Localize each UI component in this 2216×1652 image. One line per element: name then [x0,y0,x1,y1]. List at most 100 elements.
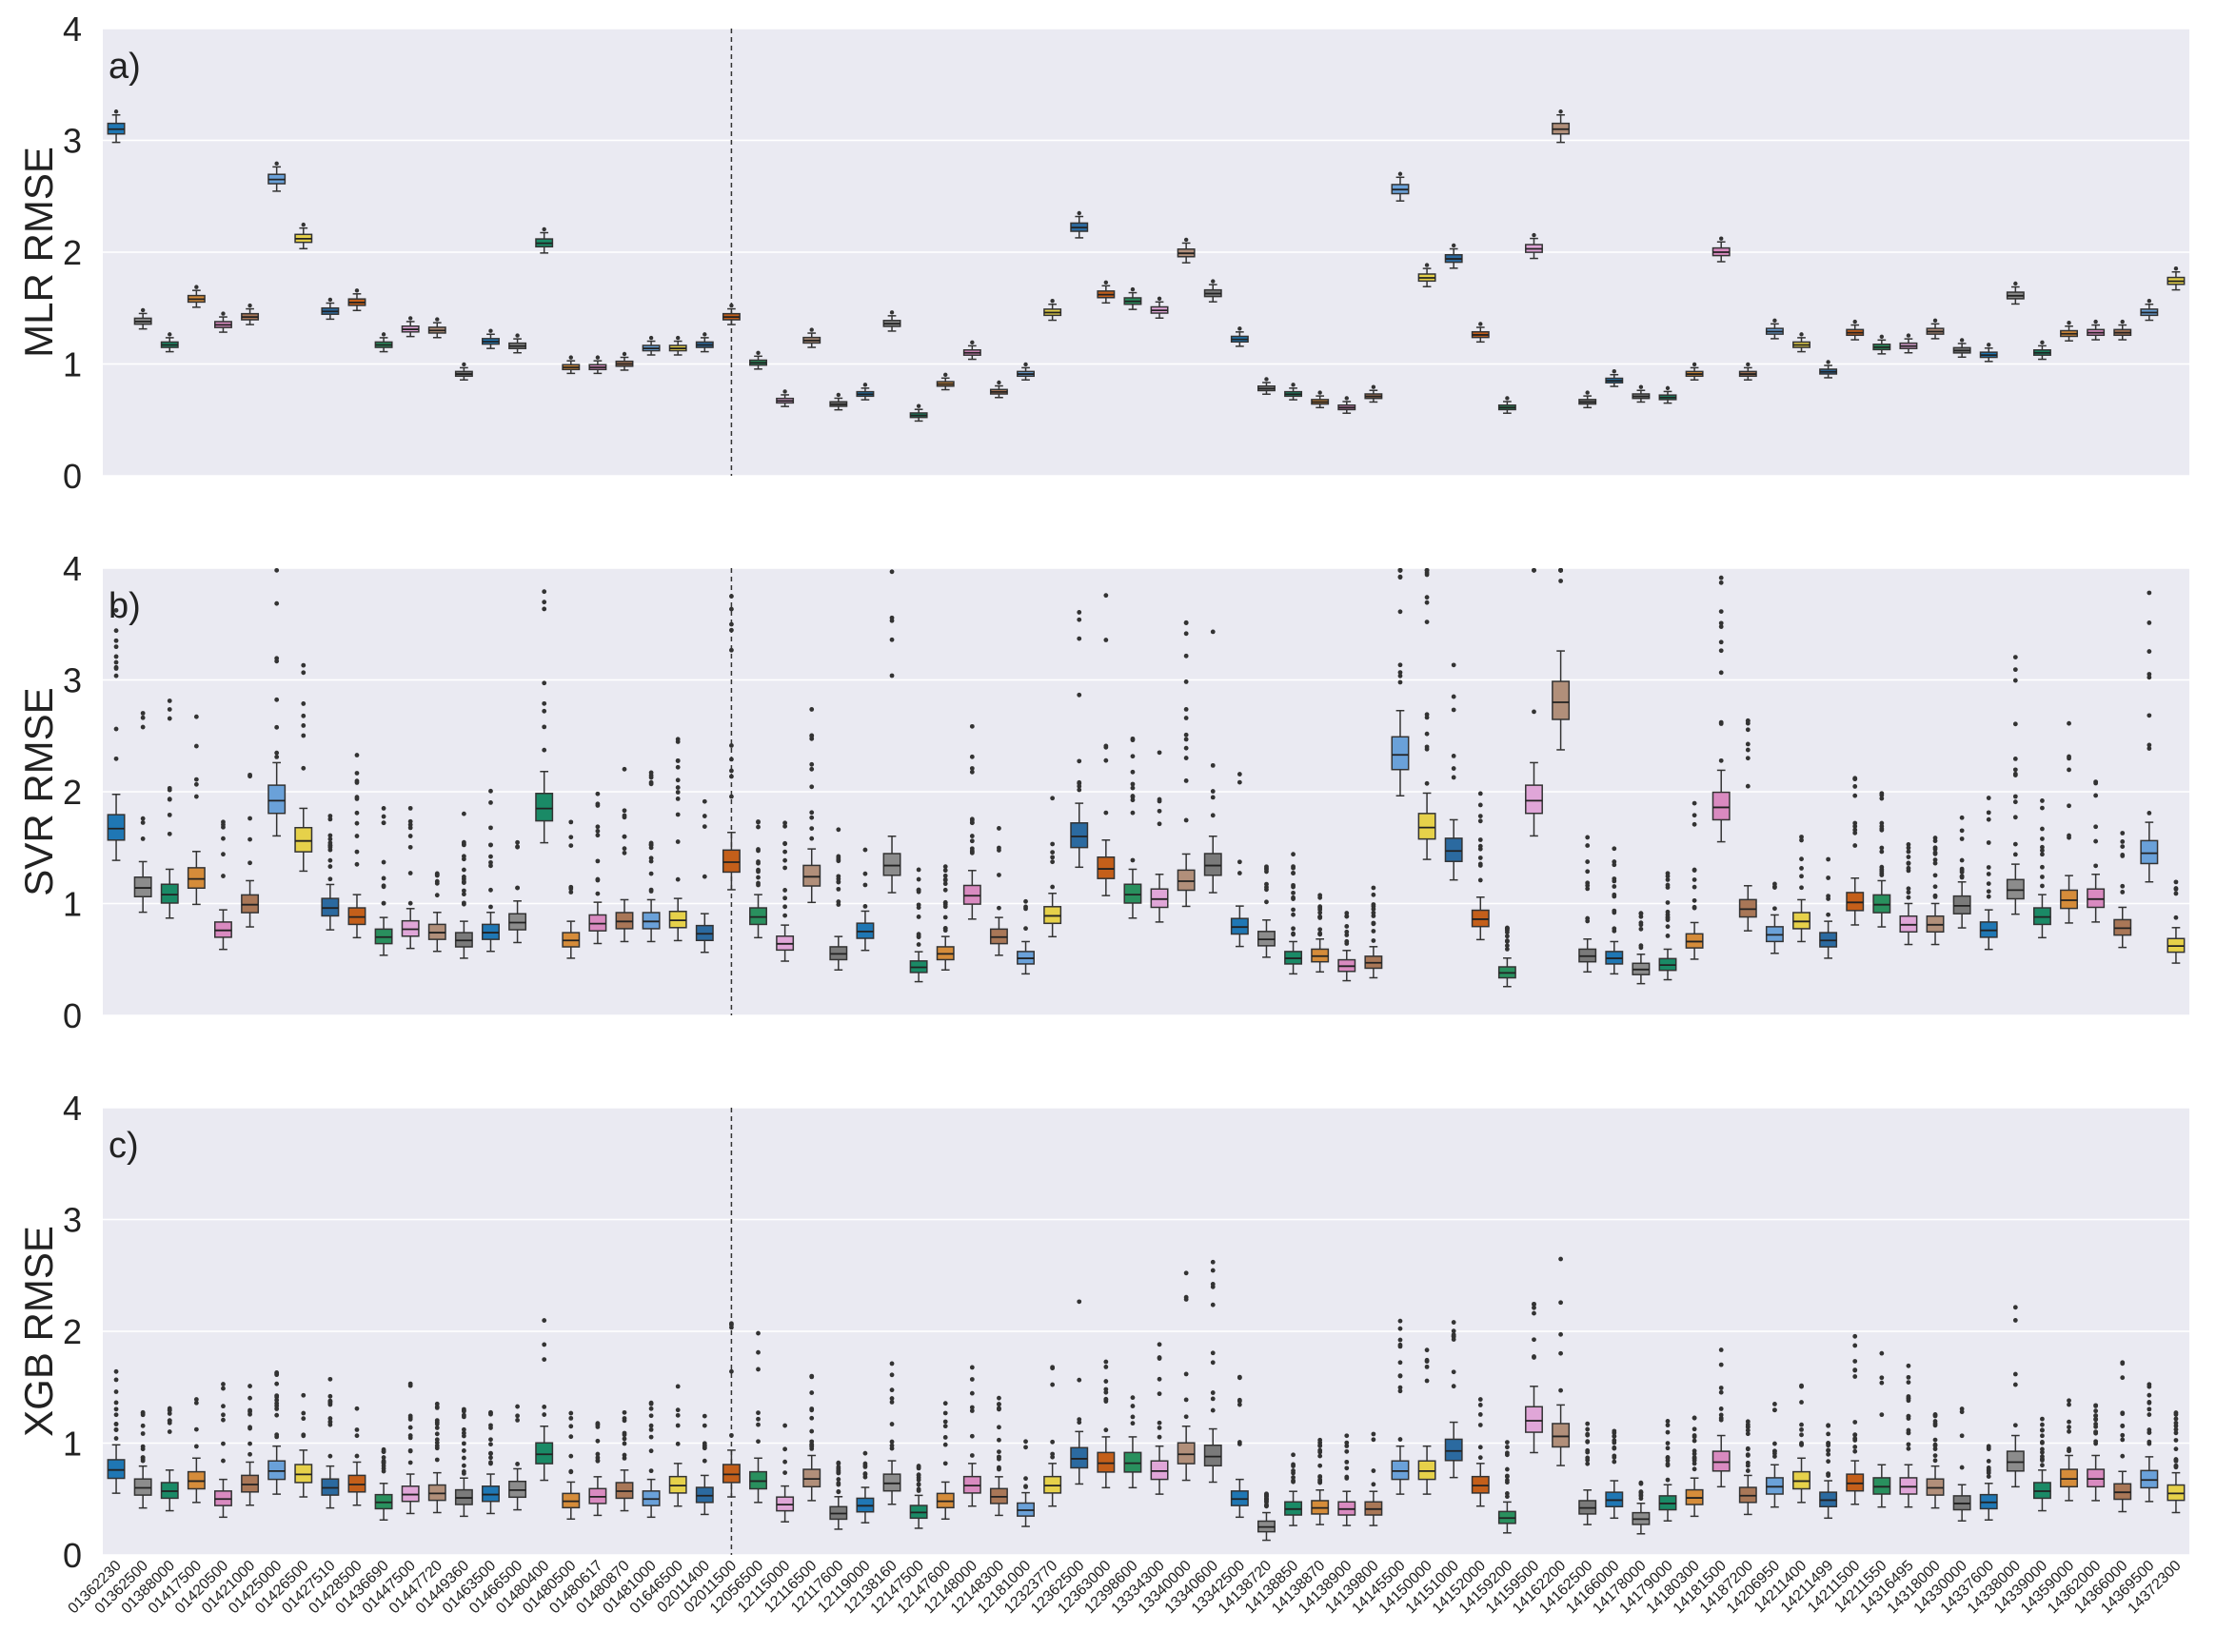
outlier [327,876,333,882]
outlier [434,1420,440,1426]
outlier [1478,322,1483,326]
outlier [461,888,466,894]
outlier [140,1456,146,1462]
outlier [1397,1388,1403,1394]
outlier [1210,1302,1216,1308]
outlier [729,743,734,748]
box-iqr [1738,898,1757,918]
outlier [1264,1504,1269,1509]
outlier [1665,1446,1671,1451]
outlier [1050,841,1056,847]
box-13334300 [1150,296,1169,320]
box-01480617 [588,355,607,375]
box-12056500 [749,819,767,939]
outlier [1692,868,1697,873]
outlier [1477,1445,1483,1450]
outlier [1183,1297,1189,1302]
outlier [836,1477,841,1482]
outlier [327,833,333,838]
outlier [2120,1375,2126,1381]
outlier [2147,746,2152,751]
outlier [140,1409,146,1415]
outlier [2093,863,2099,869]
box-12147600 [936,372,955,391]
box-iqr [1391,1460,1410,1481]
box-01362230 [107,109,126,144]
box-14211500 [1846,776,1865,926]
outlier [1291,926,1296,932]
outlier [1344,1444,1350,1448]
outlier [2120,831,2126,836]
outlier [274,600,280,606]
outlier [916,876,921,882]
outlier [1451,694,1456,699]
outlier [1585,1432,1591,1438]
outlier [1612,862,1617,868]
outlier [542,1412,547,1417]
outlier [1103,1379,1109,1384]
outlier [1344,1465,1350,1471]
box-12323770 [1043,298,1062,322]
box-01480870 [615,766,634,943]
outlier [1183,732,1189,738]
outlier [997,1454,1001,1460]
outlier [407,1433,413,1438]
outlier [702,332,707,337]
outlier [1986,1474,1991,1479]
box-14211400 [1792,835,1810,943]
outlier [756,824,761,830]
outlier [568,1410,574,1416]
outlier [648,1434,654,1440]
outlier [1852,823,1858,829]
box-12117600 [829,392,848,411]
outlier [622,1432,627,1438]
box-01420500 [213,1382,232,1519]
outlier [1906,1442,1911,1447]
outlier [1665,914,1671,920]
outlier [1103,743,1109,749]
outlier [1183,745,1189,751]
outlier [1638,914,1644,919]
outlier [1585,835,1591,840]
outlier [756,1349,761,1355]
box-14138850 [1284,852,1303,975]
outlier [1317,1478,1323,1483]
box-14138720 [1256,864,1276,958]
outlier [274,1397,280,1403]
outlier [809,1428,815,1434]
outlier [1932,895,1938,899]
outlier [1344,1433,1350,1439]
outlier [595,891,601,896]
outlier [756,875,761,880]
box-02011500 [722,594,741,891]
outlier [2093,319,2098,324]
outlier [1772,1407,1777,1413]
outlier [542,700,547,706]
box-iqr [2060,889,2079,910]
outlier [1558,567,1563,573]
outlier [1451,766,1456,771]
outlier [140,820,146,825]
outlier [648,773,654,778]
box-01480617 [588,791,607,945]
outlier [542,708,547,714]
outlier [1638,1480,1644,1485]
box-02011500 [722,1321,741,1498]
outlier [113,1377,119,1383]
outlier [595,1455,601,1461]
outlier [407,316,413,321]
outlier [595,833,601,838]
outlier [1612,892,1617,897]
outlier [889,1372,895,1378]
outlier [1692,1455,1697,1460]
outlier [301,765,307,771]
outlier [301,1392,307,1398]
outlier [1210,1268,1216,1273]
outlier [675,785,681,790]
outlier [1210,795,1216,800]
outlier [809,327,814,332]
box-iqr [1872,894,1891,914]
outlier [2147,1412,2152,1417]
outlier [1932,1453,1938,1459]
box-12363000 [1097,1359,1116,1489]
